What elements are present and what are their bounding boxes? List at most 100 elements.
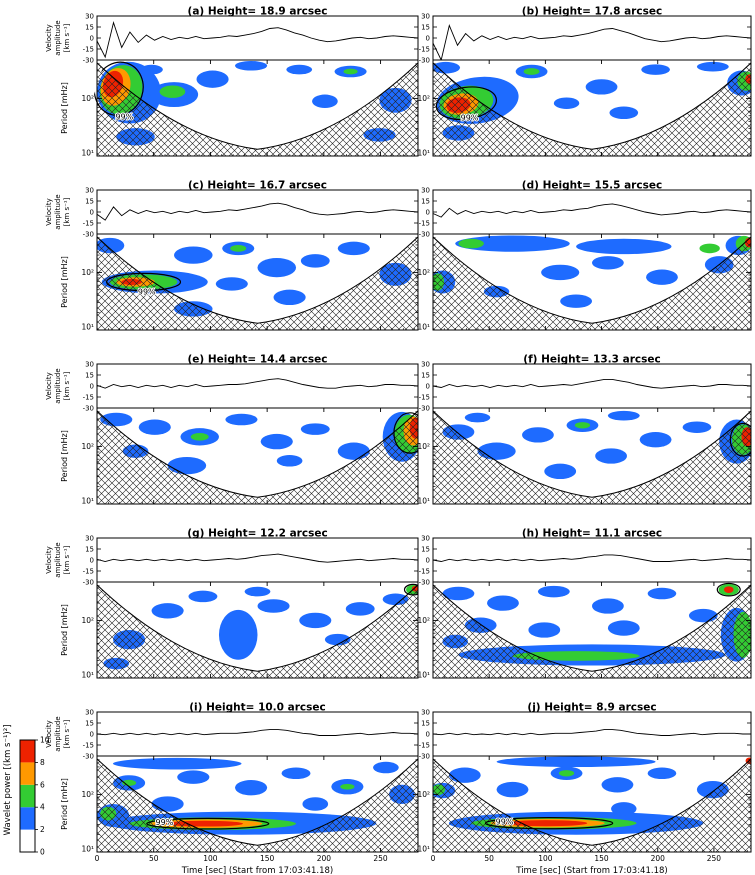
panel-title: (i) Height= 10.0 arcsec <box>189 702 325 714</box>
colorbar-tick-label: 0 <box>40 848 45 857</box>
velocity-axis-title: Velocity <box>45 720 53 747</box>
period-tick-label: 10² <box>417 268 430 277</box>
velocity-frame <box>432 537 752 583</box>
velocity-axis-title: Velocity <box>45 24 53 51</box>
power-blob-blue <box>544 463 577 480</box>
power-blob-blue <box>647 587 677 600</box>
colorbar-segment <box>20 740 35 763</box>
velocity-tick-label: 15 <box>421 197 430 205</box>
velocity-tick-label: -15 <box>83 567 94 575</box>
velocity-tick-label: 30 <box>421 360 430 368</box>
velocity-tick-label: -30 <box>419 230 430 238</box>
wavelet-frame <box>96 755 419 853</box>
period-axis-title: Period [mHz] <box>60 82 69 134</box>
wavelet-blobs <box>433 235 751 308</box>
velocity-tick-label: 15 <box>421 545 430 553</box>
velocity-tick-label: 30 <box>421 186 430 194</box>
power-blob-blue <box>522 427 554 443</box>
coi-curve <box>97 236 418 324</box>
significance-contour <box>146 817 270 830</box>
velocity-tick-label: -15 <box>83 219 94 227</box>
power-blob-blue <box>592 256 624 270</box>
period-tick-label: 10² <box>417 442 430 451</box>
power-blob-blue <box>553 97 580 109</box>
velocity-tick-label: 15 <box>85 719 94 727</box>
colorbar-tick-label: 4 <box>40 803 45 812</box>
power-blob-blue <box>300 254 330 268</box>
velocity-axis-title: amplitude <box>54 20 62 55</box>
significance-contour <box>435 86 497 121</box>
velocity-series <box>432 378 752 389</box>
velocity-axis-title: amplitude <box>54 542 62 577</box>
colorbar-segment <box>20 807 35 830</box>
period-axis-title: Period [mHz] <box>60 256 69 308</box>
power-blob-blue <box>592 598 624 614</box>
velocity-tick-label: 30 <box>421 534 430 542</box>
power-blob-blue <box>560 294 592 308</box>
velocity-tick-label: 15 <box>85 545 94 553</box>
power-blob-blue <box>682 421 712 433</box>
velocity-tick-label: 15 <box>85 197 94 205</box>
power-blob-blue <box>487 595 519 611</box>
significance-label: 99% <box>461 113 479 122</box>
power-blob-blue <box>300 423 330 435</box>
power-blob-blue <box>345 602 375 616</box>
panel-b: (b) Height= 17.8 arcsec 30 15 0 -15 -30 99% 10²… <box>417 6 752 158</box>
panel-title: (j) Height= 8.9 arcsec <box>527 702 656 714</box>
power-blob-blue <box>576 238 672 255</box>
time-tick-label: 50 <box>149 854 159 863</box>
coi-curve <box>433 584 751 672</box>
power-blob-blue <box>607 410 640 421</box>
power-blob-blue <box>496 781 529 798</box>
period-tick-label: 10² <box>417 94 430 103</box>
velocity-axis-title: [km s⁻¹] <box>63 719 71 748</box>
power-blob-blue <box>585 79 618 95</box>
colorbar-frame <box>19 739 36 853</box>
panel-f: (f) Height= 13.3 arcsec 30 15 0 -15 -30 10² 10¹ <box>417 354 752 506</box>
significance-contour <box>106 272 182 292</box>
power-blob-blue <box>609 106 639 120</box>
power-blob-blue <box>140 64 163 75</box>
coi-hatch <box>433 758 751 852</box>
power-blob-blue <box>595 448 627 464</box>
velocity-tick-label: -30 <box>419 56 430 64</box>
velocity-axis-title: amplitude <box>54 194 62 229</box>
wavelet-frame <box>432 59 752 157</box>
velocity-axis-title: amplitude <box>54 368 62 403</box>
velocity-tick-label: 0 <box>90 208 94 216</box>
coi-hatch <box>433 62 751 156</box>
coi-curve <box>97 62 418 150</box>
coi-hatch <box>433 236 751 330</box>
power-blob-green <box>699 243 720 254</box>
velocity-tick-label: 0 <box>426 208 430 216</box>
wavelet-frame <box>96 407 419 505</box>
colorbar: Wavelet power [(km s⁻¹)²] 0 2 4 6 8 10 <box>3 725 50 857</box>
power-blob-blue <box>286 64 313 75</box>
period-tick-label: 10¹ <box>81 671 94 680</box>
power-blob-red <box>723 586 734 594</box>
time-tick-label: 100 <box>203 854 218 863</box>
wavelet-frame <box>96 581 419 679</box>
power-blob-green <box>558 770 575 777</box>
period-tick-label: 10² <box>417 616 430 625</box>
panel-title: (b) Height= 17.8 arcsec <box>522 6 662 18</box>
velocity-series <box>432 729 751 736</box>
velocity-tick-label: -15 <box>83 393 94 401</box>
velocity-axis-title: [km s⁻¹] <box>63 197 71 226</box>
velocity-tick-label: -30 <box>419 752 430 760</box>
velocity-tick-label: 0 <box>426 556 430 564</box>
velocity-series <box>432 24 752 62</box>
velocity-axis-title: [km s⁻¹] <box>63 545 71 574</box>
period-tick-label: 10¹ <box>81 149 94 158</box>
power-blob-green <box>190 432 209 441</box>
coi-hatch <box>97 410 418 504</box>
time-tick-label: 150 <box>260 854 275 863</box>
velocity-tick-label: -30 <box>419 578 430 586</box>
panel-title: (c) Height= 16.7 arcsec <box>188 180 327 192</box>
period-tick-label: 10¹ <box>81 845 94 854</box>
power-blob-blue <box>225 413 258 426</box>
velocity-tick-label: -15 <box>419 45 430 53</box>
velocity-tick-label: 0 <box>90 556 94 564</box>
wavelet-frame <box>432 755 752 853</box>
velocity-tick-label: 30 <box>421 12 430 20</box>
